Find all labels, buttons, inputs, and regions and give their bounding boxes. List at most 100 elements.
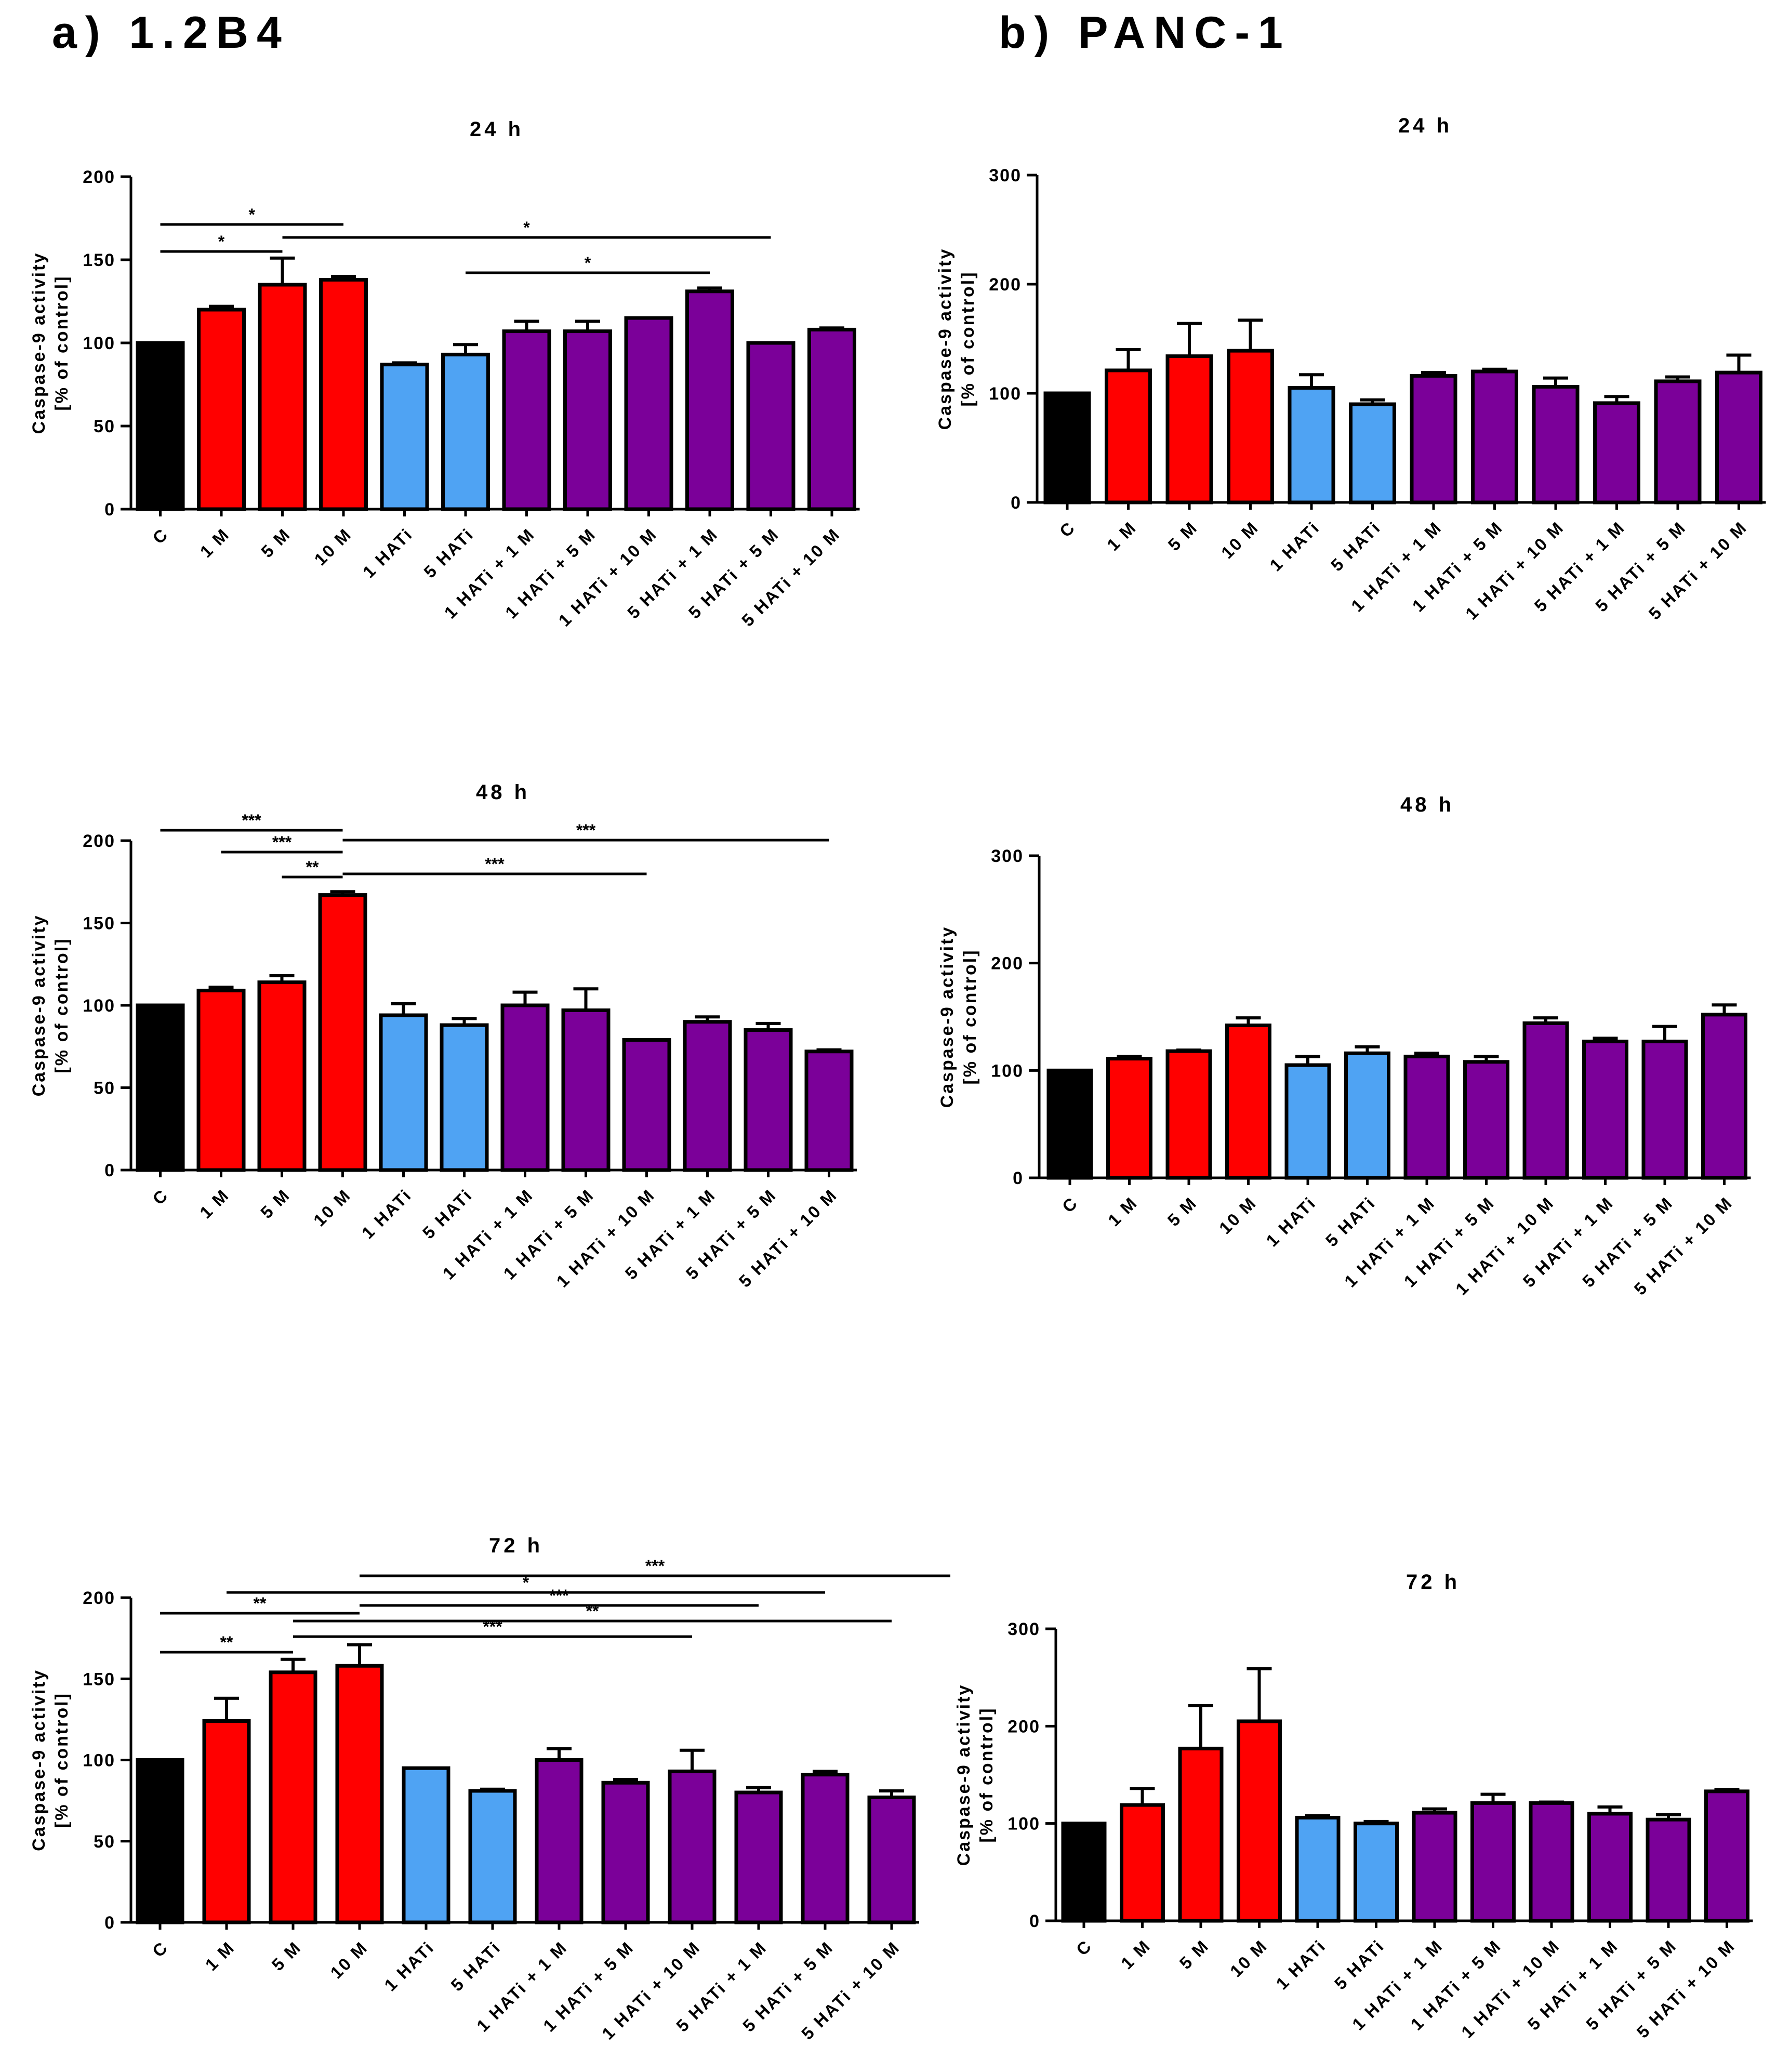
x-tick-label: 1 M bbox=[202, 1937, 238, 1974]
bar bbox=[1165, 1049, 1212, 1180]
y-tick-label: 100 bbox=[991, 1061, 1024, 1081]
y-axis-label: Caspase-9 activity [% of control] bbox=[954, 1684, 997, 1866]
bar bbox=[319, 277, 368, 511]
y-axis-label-line1: Caspase-9 activity bbox=[29, 252, 49, 434]
panel-title-b: b) PANC-1 bbox=[999, 8, 1291, 58]
bar bbox=[746, 341, 795, 511]
bar bbox=[1344, 1051, 1390, 1180]
x-tick-label: 10 M bbox=[326, 1937, 372, 1983]
y-tick-label: 300 bbox=[1007, 1619, 1040, 1639]
bar bbox=[1403, 1054, 1450, 1180]
chart-1: 24 h Caspase-9 activity [% of control] 0 50 1… bbox=[29, 118, 860, 630]
bar bbox=[1410, 374, 1457, 504]
x-tick-label: 1 HATi bbox=[1262, 1193, 1320, 1251]
chart-3: 72 h Caspase-9 activity [% of control] 0 50 1… bbox=[29, 1534, 950, 2043]
bar bbox=[561, 1008, 611, 1172]
significance-label: *** bbox=[272, 833, 292, 852]
x-tick-label: C bbox=[1058, 1193, 1082, 1216]
bar bbox=[1165, 354, 1213, 504]
bar bbox=[1701, 1013, 1747, 1180]
x-tick-label: 5 M bbox=[268, 1937, 305, 1974]
y-tick-label: 150 bbox=[83, 250, 115, 270]
y-tick-label: 0 bbox=[1029, 1911, 1040, 1931]
bar bbox=[1529, 1801, 1574, 1923]
bar bbox=[1704, 1789, 1749, 1923]
x-tick-label: 1 HATi bbox=[358, 1185, 416, 1243]
significance-label: *** bbox=[483, 1617, 502, 1636]
x-tick-label: 5 M bbox=[1176, 1936, 1213, 1973]
x-tick-label: 10 M bbox=[1226, 1936, 1271, 1981]
significance-label: * bbox=[523, 218, 530, 237]
y-axis-label: Caspase-9 activity [% of control] bbox=[935, 248, 978, 430]
bar bbox=[1295, 1815, 1341, 1923]
y-axis-label-line2: [% of control] bbox=[52, 937, 72, 1073]
chart-6: 72 h Caspase-9 activity [% of control] 0 100… bbox=[954, 1571, 1753, 2042]
y-tick-label: 150 bbox=[83, 1669, 115, 1689]
y-tick-label: 100 bbox=[83, 996, 115, 1016]
y-tick-label: 300 bbox=[991, 846, 1024, 866]
x-tick-label: 5 HATi bbox=[420, 524, 478, 582]
y-tick-label: 200 bbox=[991, 954, 1024, 974]
bar bbox=[1354, 1822, 1399, 1923]
bar bbox=[1715, 370, 1762, 504]
y-axis-label-line2: [% of control] bbox=[52, 1692, 72, 1828]
bar bbox=[1288, 386, 1335, 504]
y-tick-label: 0 bbox=[104, 1913, 115, 1933]
x-tick-label: 10 M bbox=[1217, 517, 1263, 563]
bar bbox=[1522, 1021, 1569, 1180]
bar bbox=[1471, 369, 1518, 504]
y-tick-label: 200 bbox=[83, 1588, 115, 1608]
significance-label: *** bbox=[549, 1586, 569, 1605]
x-tick-label: 10 M bbox=[1215, 1193, 1261, 1238]
y-tick-label: 0 bbox=[104, 1161, 115, 1180]
y-axis-label-line1: Caspase-9 activity bbox=[954, 1684, 974, 1866]
bar bbox=[1532, 384, 1580, 504]
bar bbox=[807, 327, 856, 511]
x-tick-label: 10 M bbox=[310, 524, 355, 569]
y-tick-label: 200 bbox=[83, 831, 115, 851]
y-axis-label-line1: Caspase-9 activity bbox=[937, 926, 957, 1108]
bar bbox=[1105, 368, 1152, 504]
x-tick-label: C bbox=[1056, 517, 1079, 541]
bar bbox=[136, 341, 185, 511]
bar bbox=[1043, 391, 1091, 504]
y-tick-label: 50 bbox=[94, 1832, 115, 1852]
x-tick-label: 1 HATi + 10 M bbox=[1452, 1193, 1558, 1299]
x-tick-label: 1 M bbox=[1103, 517, 1140, 554]
significance-label: * bbox=[218, 232, 225, 251]
y-axis-label-line1: Caspase-9 activity bbox=[29, 914, 49, 1097]
significance-label: * bbox=[249, 205, 256, 224]
bar bbox=[1463, 1060, 1509, 1180]
chart-4: 24 h Caspase-9 activity [% of control] 0 100… bbox=[935, 114, 1766, 623]
y-tick-label: 200 bbox=[83, 167, 115, 187]
x-tick-label: 5 M bbox=[1164, 517, 1201, 554]
bar bbox=[379, 1013, 428, 1172]
bar bbox=[441, 352, 490, 511]
significance-label: *** bbox=[242, 811, 261, 830]
chart-title: 24 h bbox=[1398, 114, 1452, 137]
chart-title: 72 h bbox=[489, 1534, 543, 1557]
bar bbox=[502, 329, 551, 511]
bar bbox=[1227, 349, 1274, 504]
x-tick-label: 5 M bbox=[257, 1185, 294, 1222]
bar bbox=[318, 893, 367, 1172]
x-tick-label: 1 HATi bbox=[1266, 517, 1323, 575]
y-tick-label: 100 bbox=[1007, 1814, 1040, 1834]
x-tick-label: C bbox=[149, 1937, 172, 1961]
bar bbox=[1106, 1057, 1152, 1180]
y-tick-label: 200 bbox=[989, 275, 1022, 295]
y-axis-label: Caspase-9 activity [% of control] bbox=[937, 926, 980, 1108]
x-tick-label: 5 HATi bbox=[1331, 1936, 1388, 1994]
bar bbox=[801, 1773, 850, 1924]
bar bbox=[402, 1766, 450, 1924]
x-tick-label: C bbox=[149, 1185, 172, 1208]
x-tick-label: 5 HATi bbox=[1322, 1193, 1380, 1251]
y-tick-label: 300 bbox=[989, 166, 1022, 185]
chart-title: 48 h bbox=[476, 781, 530, 804]
bar bbox=[1470, 1801, 1516, 1923]
bar bbox=[1593, 401, 1640, 504]
significance-label: *** bbox=[485, 855, 505, 873]
bar bbox=[440, 1023, 489, 1172]
y-axis-label-line2: [% of control] bbox=[52, 275, 72, 410]
x-tick-label: 5 HATi + 10 M bbox=[1630, 1193, 1736, 1299]
